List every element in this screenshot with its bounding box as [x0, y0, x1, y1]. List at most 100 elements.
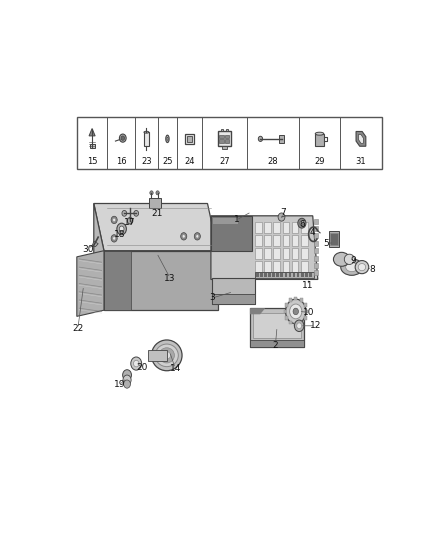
Circle shape [150, 191, 153, 195]
Bar [149, 198, 161, 208]
Bar [185, 134, 194, 144]
Polygon shape [358, 134, 364, 143]
Bar [314, 241, 318, 246]
Text: 15: 15 [87, 157, 97, 166]
Ellipse shape [344, 254, 354, 264]
Polygon shape [94, 204, 104, 310]
Polygon shape [92, 241, 98, 247]
Circle shape [113, 219, 116, 222]
Bar [285, 303, 288, 306]
Bar [77, 117, 382, 168]
Bar [276, 273, 279, 277]
Circle shape [286, 299, 306, 324]
Bar [90, 144, 95, 148]
Circle shape [134, 211, 138, 216]
Circle shape [182, 235, 185, 238]
Bar [226, 128, 228, 132]
Bar [250, 308, 304, 347]
Bar [289, 298, 292, 302]
Bar [301, 261, 307, 272]
Ellipse shape [346, 263, 358, 272]
Ellipse shape [163, 352, 170, 359]
Bar [272, 273, 275, 277]
Polygon shape [211, 216, 251, 251]
Text: 23: 23 [141, 157, 152, 166]
Text: 4: 4 [310, 228, 315, 237]
Bar [300, 298, 303, 302]
Circle shape [117, 223, 127, 235]
Text: 29: 29 [314, 157, 325, 166]
Bar [264, 235, 271, 246]
Bar [283, 261, 290, 272]
Bar [255, 272, 314, 278]
Text: 10: 10 [303, 308, 314, 317]
Text: 16: 16 [116, 157, 126, 166]
Bar [283, 235, 290, 246]
Bar [104, 251, 131, 310]
Circle shape [119, 226, 124, 232]
Text: 6: 6 [300, 220, 305, 229]
Circle shape [111, 216, 117, 224]
Text: 25: 25 [162, 157, 173, 166]
Text: 8: 8 [369, 265, 375, 274]
Bar [329, 231, 339, 247]
Bar [264, 248, 271, 259]
Text: 11: 11 [302, 281, 314, 290]
Bar [292, 235, 298, 246]
Ellipse shape [144, 131, 149, 133]
Bar [309, 273, 312, 277]
Bar [297, 273, 300, 277]
Polygon shape [212, 278, 255, 304]
Polygon shape [94, 204, 218, 251]
Bar [314, 248, 318, 253]
Bar [283, 310, 286, 313]
Bar [292, 248, 298, 259]
Bar [314, 263, 318, 268]
Bar [187, 136, 192, 142]
Polygon shape [77, 251, 104, 317]
Bar [294, 323, 297, 326]
Circle shape [278, 213, 285, 221]
Circle shape [181, 232, 187, 240]
Circle shape [300, 221, 304, 225]
Bar [289, 321, 292, 325]
Ellipse shape [333, 252, 350, 266]
Circle shape [123, 370, 131, 381]
Bar [293, 273, 295, 277]
Circle shape [293, 308, 298, 314]
Bar [314, 270, 318, 276]
Text: 28: 28 [267, 157, 278, 166]
Bar [256, 273, 259, 277]
Bar [301, 235, 307, 246]
Circle shape [123, 375, 131, 385]
Bar [144, 132, 149, 146]
Bar [264, 261, 271, 272]
Circle shape [120, 134, 126, 142]
Polygon shape [211, 216, 318, 279]
Polygon shape [356, 132, 366, 146]
Bar [301, 273, 304, 277]
Bar [314, 219, 318, 224]
Bar [273, 261, 280, 272]
Ellipse shape [152, 340, 182, 371]
Text: 27: 27 [219, 157, 230, 166]
Circle shape [298, 219, 306, 228]
Text: 20: 20 [137, 363, 148, 372]
Polygon shape [104, 251, 218, 310]
Text: 14: 14 [170, 364, 181, 373]
Bar [314, 233, 318, 238]
Text: 21: 21 [151, 209, 162, 218]
Polygon shape [89, 128, 95, 136]
Bar [305, 310, 308, 313]
Bar [285, 317, 288, 320]
Ellipse shape [167, 138, 168, 140]
Circle shape [111, 235, 117, 242]
Circle shape [131, 357, 141, 370]
Bar [255, 235, 262, 246]
Text: 1: 1 [233, 215, 239, 224]
Bar [260, 273, 263, 277]
Bar [285, 273, 287, 277]
Ellipse shape [166, 135, 169, 142]
Bar [219, 139, 223, 142]
Bar [279, 135, 284, 142]
